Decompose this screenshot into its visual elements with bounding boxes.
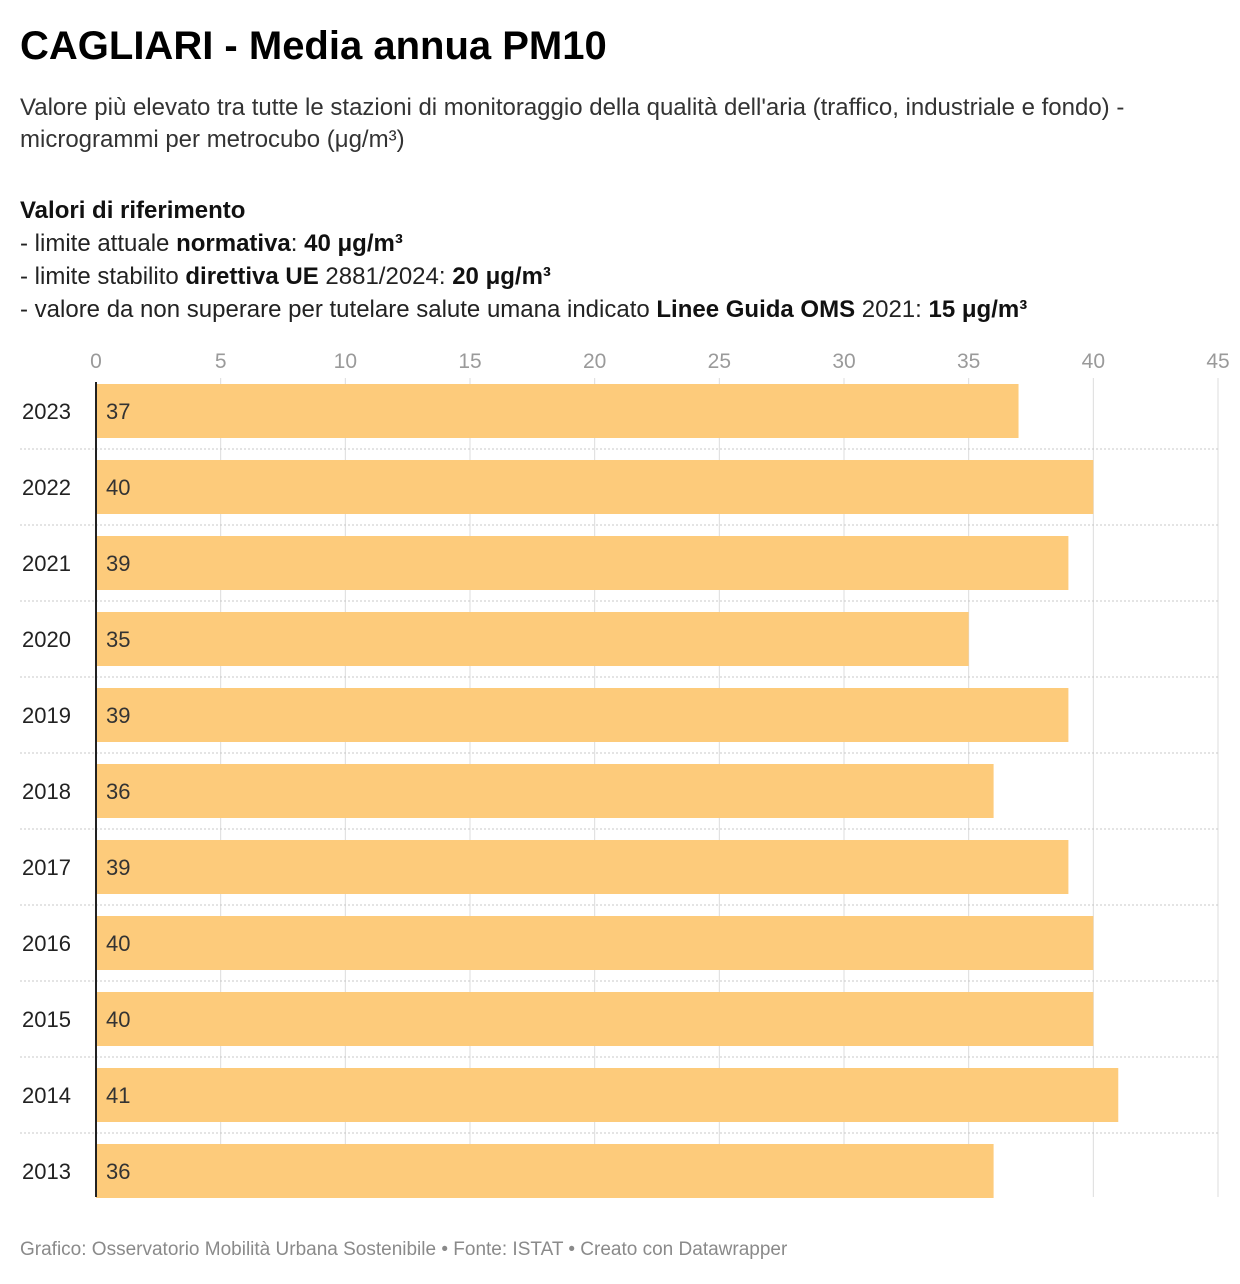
category-label: 2019 <box>22 703 71 728</box>
bar-2013 <box>96 1144 994 1198</box>
category-label: 2017 <box>22 855 71 880</box>
category-label: 2014 <box>22 1083 71 1108</box>
x-tick-label: 45 <box>1206 350 1229 373</box>
bar-2015 <box>96 992 1094 1046</box>
bar-value-label: 35 <box>106 627 130 652</box>
reference-heading: Valori di riferimento <box>20 197 246 224</box>
reference-line-direttiva: - limite stabilito direttiva UE 2881/202… <box>20 263 551 290</box>
bar-value-label: 39 <box>106 855 130 880</box>
bar-2020 <box>96 612 969 666</box>
category-label: 2018 <box>22 779 71 804</box>
x-tick-label: 5 <box>215 350 227 373</box>
category-label: 2023 <box>22 399 71 424</box>
bar-value-label: 40 <box>106 1007 130 1032</box>
category-label: 2021 <box>22 551 71 576</box>
x-tick-label: 15 <box>458 350 481 373</box>
bar-value-label: 39 <box>106 551 130 576</box>
reference-line-oms: - valore da non superare per tutelare sa… <box>20 296 1028 323</box>
bar-2021 <box>96 536 1069 590</box>
reference-notes: Valori di riferimento - limite attuale n… <box>20 194 1230 326</box>
bar-value-label: 40 <box>106 931 130 956</box>
bar-2019 <box>96 688 1069 742</box>
bar-value-label: 37 <box>106 399 130 424</box>
reference-line-normativa: - limite attuale normativa: 40 μg/m³ <box>20 230 403 257</box>
chart-subtitle: Valore più elevato tra tutte le stazioni… <box>20 94 1125 153</box>
x-tick-label: 35 <box>957 350 980 373</box>
bar-chart: 0 5 10 15 20 25 30 35 40 45 37 2023 40 2022 39 2021 35 20… <box>20 350 1230 1198</box>
chart-title: CAGLIARI - Media annua PM10 <box>20 24 607 68</box>
bar-2023 <box>96 384 1019 438</box>
x-tick-label: 25 <box>708 350 731 373</box>
bar-2022 <box>96 460 1094 514</box>
bar-value-label: 36 <box>106 779 130 804</box>
bar-value-label: 39 <box>106 703 130 728</box>
category-label: 2020 <box>22 627 71 652</box>
bar-value-label: 41 <box>106 1083 130 1108</box>
category-label: 2015 <box>22 1007 71 1032</box>
x-tick-label: 40 <box>1082 350 1105 373</box>
bar-2018 <box>96 764 994 818</box>
bar-value-label: 36 <box>106 1159 130 1184</box>
bar-2016 <box>96 916 1094 970</box>
bar-2014 <box>96 1068 1119 1122</box>
chart-footer: Grafico: Osservatorio Mobilità Urbana So… <box>20 1239 788 1260</box>
x-tick-label: 20 <box>583 350 606 373</box>
x-tick-label: 10 <box>334 350 357 373</box>
x-tick-label: 0 <box>90 350 102 373</box>
category-label: 2013 <box>22 1159 71 1184</box>
category-label: 2022 <box>22 475 71 500</box>
bar-value-label: 40 <box>106 475 130 500</box>
bar-2017 <box>96 840 1069 894</box>
category-label: 2016 <box>22 931 71 956</box>
x-tick-label: 30 <box>832 350 855 373</box>
